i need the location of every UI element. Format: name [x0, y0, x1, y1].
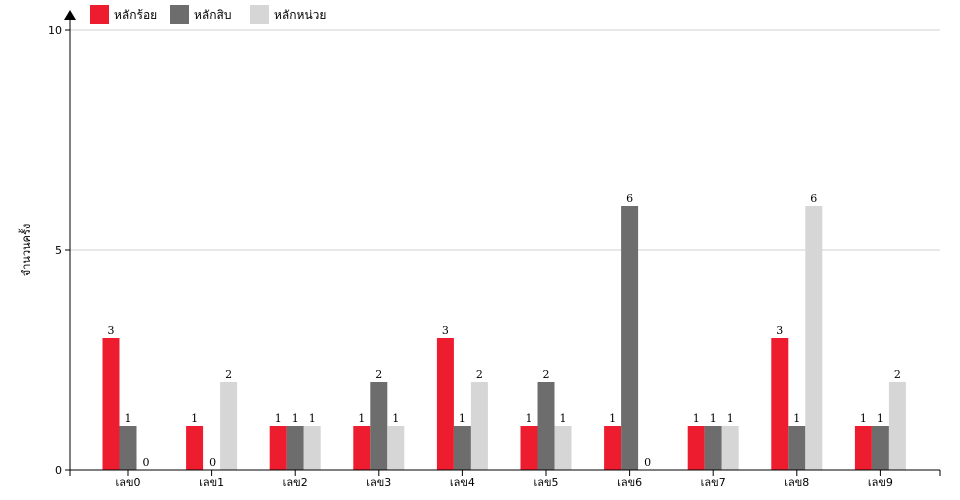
bar [687, 426, 705, 470]
data-label: 2 [375, 368, 382, 381]
y-tick-label: 0 [55, 464, 62, 477]
x-tick-label: เลข3 [366, 476, 391, 489]
data-label: 6 [810, 192, 817, 205]
bar [871, 426, 889, 470]
bar [269, 426, 287, 470]
bar [888, 382, 906, 470]
bar [771, 338, 789, 470]
legend-swatch [250, 5, 269, 24]
data-label: 2 [894, 368, 901, 381]
bar [854, 426, 872, 470]
data-label: 1 [877, 412, 884, 425]
y-tick-label: 5 [55, 244, 62, 257]
x-tick-label: เลข5 [533, 476, 558, 489]
bar [453, 426, 471, 470]
data-label: 1 [191, 412, 198, 425]
bar [704, 426, 722, 470]
bar [353, 426, 371, 470]
data-label: 2 [476, 368, 483, 381]
data-label: 3 [442, 324, 449, 337]
x-tick-label: เลข2 [283, 476, 308, 489]
bar [220, 382, 238, 470]
data-label: 1 [309, 412, 316, 425]
gridlines [70, 29, 940, 251]
data-label: 1 [727, 412, 734, 425]
data-label: 0 [644, 456, 651, 469]
x-tick-label: เลข6 [617, 476, 642, 489]
data-label: 1 [459, 412, 466, 425]
data-label: 1 [710, 412, 717, 425]
data-label: 0 [143, 456, 150, 469]
bar [721, 426, 739, 470]
data-label: 1 [392, 412, 399, 425]
bar [621, 206, 639, 470]
data-label: 3 [108, 324, 115, 337]
data-label: 1 [560, 412, 567, 425]
bar [788, 426, 806, 470]
data-label: 2 [543, 368, 550, 381]
legend-label: หลักร้อย [114, 8, 157, 22]
bar [436, 338, 454, 470]
y-axis-arrow-icon [64, 10, 76, 20]
x-tick-label: เลข7 [701, 476, 726, 489]
data-label: 1 [609, 412, 616, 425]
bar [303, 426, 321, 470]
data-label: 0 [209, 456, 216, 469]
legend: หลักร้อย หลักสิบ หลักหน่วย [90, 5, 326, 24]
bar [370, 382, 388, 470]
bar [186, 426, 204, 470]
x-tick-label: เลข4 [450, 476, 475, 489]
bar [520, 426, 538, 470]
bar [119, 426, 137, 470]
x-tick-label: เลข0 [115, 476, 140, 489]
bar [102, 338, 120, 470]
data-label: 1 [275, 412, 282, 425]
x-tick-label: เลข8 [784, 476, 809, 489]
bar [805, 206, 823, 470]
bar [286, 426, 304, 470]
x-tick-label: เลข1 [199, 476, 224, 489]
legend-label: หลักหน่วย [274, 8, 326, 22]
data-label: 1 [793, 412, 800, 425]
data-label: 1 [292, 412, 299, 425]
data-label: 1 [526, 412, 533, 425]
y-tick-label: 10 [48, 24, 62, 37]
data-label: 1 [693, 412, 700, 425]
x-tick-label: เลข9 [868, 476, 893, 489]
bar [604, 426, 622, 470]
legend-swatch [170, 5, 189, 24]
data-label: 2 [225, 368, 232, 381]
bar [554, 426, 572, 470]
legend-label: หลักสิบ [194, 8, 231, 22]
data-label: 1 [860, 412, 867, 425]
bar [470, 382, 488, 470]
y-axis-label: จำนวนครั้ง [18, 224, 33, 276]
data-label: 1 [358, 412, 365, 425]
bar [537, 382, 555, 470]
data-label: 6 [626, 192, 633, 205]
legend-swatch [90, 5, 109, 24]
bar [387, 426, 405, 470]
data-label: 1 [125, 412, 132, 425]
data-label: 3 [776, 324, 783, 337]
